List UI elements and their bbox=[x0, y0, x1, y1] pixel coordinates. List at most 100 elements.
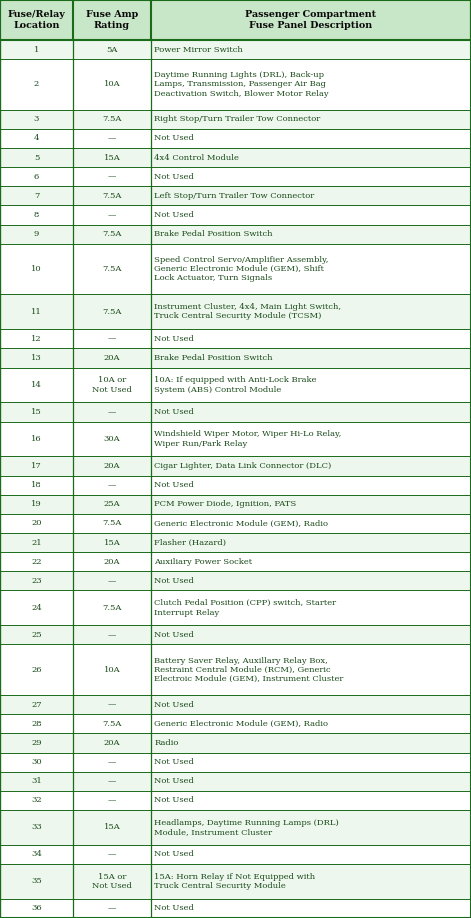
Text: 28: 28 bbox=[31, 720, 42, 728]
Bar bbox=[0, 845, 471, 864]
Text: Generic Electronic Module (GEM), Radio: Generic Electronic Module (GEM), Radio bbox=[154, 720, 328, 728]
Text: 32: 32 bbox=[31, 797, 42, 804]
Text: 15: 15 bbox=[31, 408, 42, 416]
Bar bbox=[0, 456, 471, 476]
Bar bbox=[0, 186, 471, 206]
Text: 4x4 Control Module: 4x4 Control Module bbox=[154, 153, 239, 162]
Text: 15A: 15A bbox=[104, 539, 120, 546]
Text: 26: 26 bbox=[31, 666, 42, 674]
Text: 31: 31 bbox=[31, 778, 42, 785]
Text: Not Used: Not Used bbox=[154, 850, 195, 858]
Bar bbox=[0, 59, 471, 109]
Text: 18: 18 bbox=[31, 481, 42, 489]
Bar bbox=[0, 421, 471, 456]
Text: 30: 30 bbox=[31, 758, 42, 767]
Bar bbox=[0, 206, 471, 225]
Text: 7.5A: 7.5A bbox=[102, 192, 122, 200]
Text: 19: 19 bbox=[31, 500, 42, 509]
Text: 12: 12 bbox=[31, 335, 42, 342]
Text: Auxiliary Power Socket: Auxiliary Power Socket bbox=[154, 558, 252, 565]
Text: Not Used: Not Used bbox=[154, 758, 195, 767]
Text: Left Stop/Turn Trailer Tow Connector: Left Stop/Turn Trailer Tow Connector bbox=[154, 192, 315, 200]
Text: —: — bbox=[108, 134, 116, 142]
Text: Not Used: Not Used bbox=[154, 408, 195, 416]
Text: Fuse/Relay
Location: Fuse/Relay Location bbox=[8, 10, 65, 29]
Text: 10A: If equipped with Anti-Lock Brake
System (ABS) Control Module: 10A: If equipped with Anti-Lock Brake Sy… bbox=[154, 376, 317, 394]
Text: Battery Saver Relay, Auxillary Relay Box,
Restraint Central Module (RCM), Generi: Battery Saver Relay, Auxillary Relay Box… bbox=[154, 656, 344, 683]
Text: 25: 25 bbox=[31, 631, 42, 639]
Bar bbox=[0, 625, 471, 644]
Bar bbox=[0, 40, 471, 59]
Text: 15A or
Not Used: 15A or Not Used bbox=[92, 873, 132, 890]
Text: Windshield Wiper Motor, Wiper Hi-Lo Relay,
Wiper Run/Park Relay: Windshield Wiper Motor, Wiper Hi-Lo Rela… bbox=[154, 431, 342, 448]
Text: 27: 27 bbox=[31, 700, 42, 709]
Text: 24: 24 bbox=[31, 604, 42, 612]
Bar bbox=[0, 514, 471, 533]
Text: Brake Pedal Position Switch: Brake Pedal Position Switch bbox=[154, 230, 273, 239]
Bar bbox=[0, 129, 471, 148]
Bar bbox=[0, 552, 471, 571]
Text: —: — bbox=[108, 631, 116, 639]
Text: —: — bbox=[108, 797, 116, 804]
Text: 20A: 20A bbox=[104, 354, 120, 362]
Bar bbox=[0, 167, 471, 186]
Text: 7.5A: 7.5A bbox=[102, 116, 122, 123]
Text: Not Used: Not Used bbox=[154, 173, 195, 181]
Text: Not Used: Not Used bbox=[154, 335, 195, 342]
Text: 7.5A: 7.5A bbox=[102, 308, 122, 316]
Bar bbox=[0, 695, 471, 714]
Bar bbox=[0, 225, 471, 244]
Bar bbox=[0, 330, 471, 348]
Text: 7: 7 bbox=[34, 192, 39, 200]
Text: Clutch Pedal Position (CPP) switch, Starter
Interrupt Relay: Clutch Pedal Position (CPP) switch, Star… bbox=[154, 599, 337, 617]
Text: 10A or
Not Used: 10A or Not Used bbox=[92, 376, 132, 394]
Text: Not Used: Not Used bbox=[154, 577, 195, 585]
Text: 15A: 15A bbox=[104, 823, 120, 832]
Text: 5A: 5A bbox=[106, 46, 118, 53]
Bar bbox=[0, 348, 471, 367]
Text: 29: 29 bbox=[31, 739, 42, 747]
Text: Right Stop/Turn Trailer Tow Connector: Right Stop/Turn Trailer Tow Connector bbox=[154, 116, 321, 123]
Text: 7.5A: 7.5A bbox=[102, 520, 122, 528]
Text: —: — bbox=[108, 408, 116, 416]
Text: Cigar Lighter, Data Link Connector (DLC): Cigar Lighter, Data Link Connector (DLC) bbox=[154, 462, 332, 470]
Text: 21: 21 bbox=[31, 539, 42, 546]
Text: 33: 33 bbox=[31, 823, 42, 832]
Text: 10: 10 bbox=[31, 265, 42, 273]
Text: 10A: 10A bbox=[104, 666, 120, 674]
Text: 10A: 10A bbox=[104, 81, 120, 88]
Bar bbox=[0, 244, 471, 295]
Text: Not Used: Not Used bbox=[154, 778, 195, 785]
Text: Radio: Radio bbox=[154, 739, 179, 747]
Text: 22: 22 bbox=[31, 558, 42, 565]
Bar bbox=[0, 753, 471, 772]
Bar bbox=[0, 495, 471, 514]
Text: 34: 34 bbox=[31, 850, 42, 858]
Text: Not Used: Not Used bbox=[154, 631, 195, 639]
Text: —: — bbox=[108, 850, 116, 858]
Text: 15A: Horn Relay if Not Equipped with
Truck Central Security Module: 15A: Horn Relay if Not Equipped with Tru… bbox=[154, 873, 316, 890]
Text: 20: 20 bbox=[31, 520, 42, 528]
Text: Instrument Cluster, 4x4, Main Light Switch,
Truck Central Security Module (TCSM): Instrument Cluster, 4x4, Main Light Swit… bbox=[154, 303, 341, 320]
Text: 11: 11 bbox=[31, 308, 42, 316]
Text: 7.5A: 7.5A bbox=[102, 604, 122, 612]
Text: Daytime Running Lights (DRL), Back-up
Lamps, Transmission, Passenger Air Bag
Dea: Daytime Running Lights (DRL), Back-up La… bbox=[154, 72, 329, 97]
Text: 20A: 20A bbox=[104, 558, 120, 565]
Text: Power Mirror Switch: Power Mirror Switch bbox=[154, 46, 243, 53]
Bar bbox=[0, 714, 471, 733]
Text: 9: 9 bbox=[34, 230, 39, 239]
Text: 17: 17 bbox=[31, 462, 42, 470]
Text: Headlamps, Daytime Running Lamps (DRL)
Module, Instrument Cluster: Headlamps, Daytime Running Lamps (DRL) M… bbox=[154, 819, 339, 836]
Text: 30A: 30A bbox=[104, 435, 120, 442]
Bar bbox=[0, 367, 471, 402]
Text: 20A: 20A bbox=[104, 739, 120, 747]
Text: 35: 35 bbox=[31, 878, 42, 886]
Text: 4: 4 bbox=[34, 134, 39, 142]
Text: 16: 16 bbox=[31, 435, 42, 442]
Text: —: — bbox=[108, 577, 116, 585]
Text: 7.5A: 7.5A bbox=[102, 230, 122, 239]
Text: 3: 3 bbox=[34, 116, 39, 123]
Text: Not Used: Not Used bbox=[154, 481, 195, 489]
Bar bbox=[0, 295, 471, 330]
Text: 20A: 20A bbox=[104, 462, 120, 470]
